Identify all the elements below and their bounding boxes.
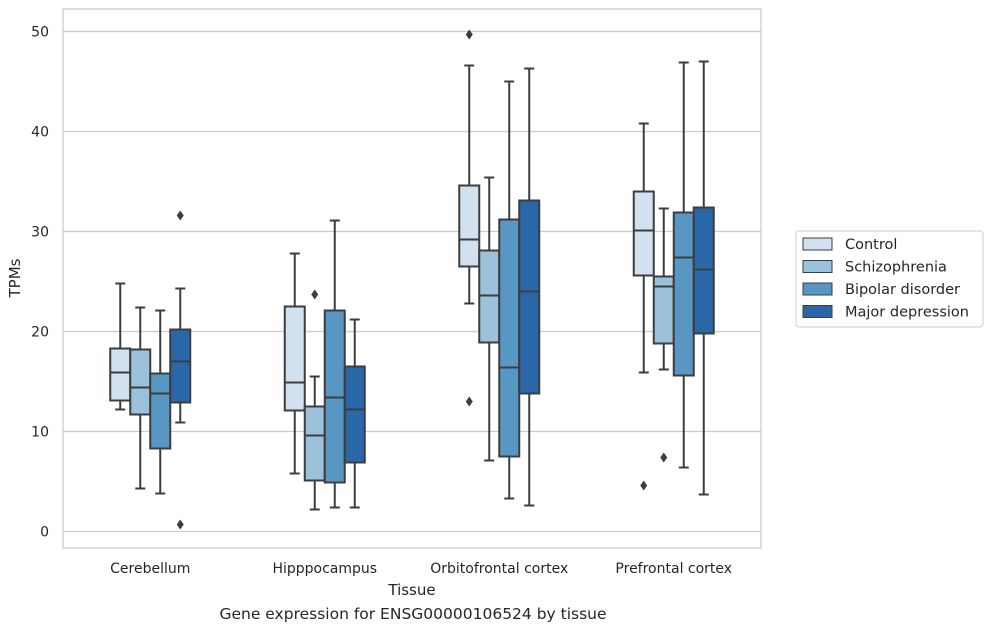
legend-label-2: Bipolar disorder xyxy=(845,282,960,298)
box-3-2 xyxy=(518,67,541,507)
outlier-point xyxy=(176,210,184,221)
x-tick-label-1: Hipppocampus xyxy=(272,561,377,577)
y-tick-label-0: 0 xyxy=(40,525,49,541)
outlier-point xyxy=(176,519,184,530)
legend-swatch-1 xyxy=(802,260,833,273)
outlier-point xyxy=(465,396,473,407)
box-0-2 xyxy=(458,29,481,407)
figure-caption: Gene expression for ENSG00000106524 by t… xyxy=(219,605,607,623)
legend-label-3: Major depression xyxy=(845,305,969,321)
box-3-1 xyxy=(343,318,366,509)
outlier-point xyxy=(465,29,473,40)
legend-label-0: Control xyxy=(845,237,897,253)
outlier-point xyxy=(660,452,668,463)
box-1-0 xyxy=(129,306,152,490)
box-body xyxy=(672,211,695,377)
box-body xyxy=(129,348,152,416)
box-3-0 xyxy=(169,210,192,530)
y-axis-label: TPMs xyxy=(6,258,24,298)
legend-swatch-2 xyxy=(802,282,833,296)
y-tick-label-40: 40 xyxy=(31,125,49,141)
legend: Control Schizophrenia Bipolar disorder Majo… xyxy=(795,230,984,328)
box-2-2 xyxy=(498,80,521,500)
box-body xyxy=(169,328,192,404)
box-0-3 xyxy=(632,122,655,491)
box-body xyxy=(109,347,132,402)
y-tick-labels: 0 10 20 30 40 50 xyxy=(31,25,49,541)
box-3-3 xyxy=(692,60,715,496)
y-tick-label-10: 10 xyxy=(31,425,49,441)
plot-frame xyxy=(62,8,762,549)
legend-swatch-3 xyxy=(802,305,833,318)
box-1-3 xyxy=(652,207,675,463)
box-0-0 xyxy=(109,282,132,411)
legend-swatch-0 xyxy=(802,237,833,251)
box-plots xyxy=(109,29,715,530)
box-2-3 xyxy=(672,61,695,469)
outlier-point xyxy=(640,480,648,491)
outlier-point xyxy=(311,289,319,300)
box-body xyxy=(303,405,326,482)
y-tick-label-30: 30 xyxy=(31,225,49,241)
legend-label-1: Schizophrenia xyxy=(845,260,947,276)
box-body xyxy=(283,305,306,412)
box-1-1 xyxy=(303,289,326,511)
x-axis-label: Tissue xyxy=(387,581,435,599)
y-tick-label-20: 20 xyxy=(31,325,49,341)
x-tick-label-2: Orbitofrontal cortex xyxy=(430,561,568,577)
box-2-0 xyxy=(149,309,172,495)
box-body xyxy=(343,365,366,464)
box-body xyxy=(632,190,655,277)
box-body xyxy=(498,218,521,458)
y-tick-label-50: 50 xyxy=(31,25,49,41)
x-tick-label-3: Prefrontal cortex xyxy=(615,561,732,577)
x-tick-label-0: Cerebellum xyxy=(110,561,190,577)
x-tick-labels: Cerebellum Hipppocampus Orbitofrontal cort… xyxy=(110,561,732,577)
box-0-1 xyxy=(283,252,306,475)
box-body xyxy=(458,184,481,268)
legend-frame xyxy=(795,230,984,328)
box-body xyxy=(149,372,172,450)
box-1-2 xyxy=(478,176,501,462)
box-2-1 xyxy=(323,219,346,509)
box-body xyxy=(518,199,541,395)
